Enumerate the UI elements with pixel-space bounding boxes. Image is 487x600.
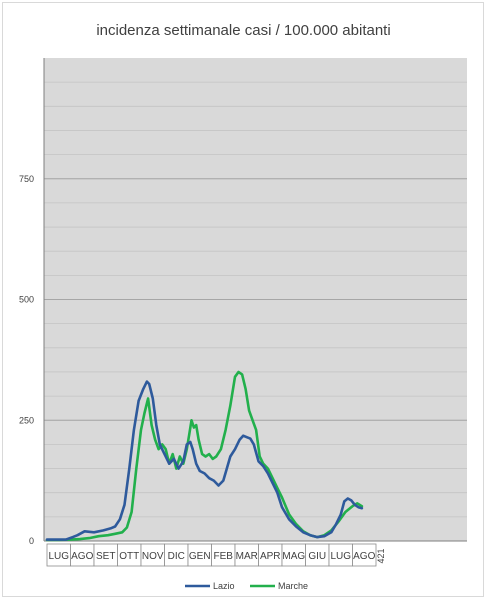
x-tick-label: LUG — [330, 551, 351, 562]
x-tick-label: MAG — [282, 551, 305, 562]
x-tick-label: SET — [96, 551, 115, 562]
x-tick-label: DIC — [168, 551, 185, 562]
x-tick-label: MAR — [236, 551, 258, 562]
x-tick-label: LUG — [48, 551, 69, 562]
series-line-lazio — [45, 380, 364, 541]
y-tick-label: 0 — [29, 536, 34, 546]
y-tick-label: 500 — [19, 295, 34, 305]
series-line-marche — [45, 370, 364, 542]
x-tick-label: GIU — [308, 551, 326, 562]
x-tick-label: NOV — [142, 551, 164, 562]
legend-label-marche: Marche — [278, 581, 308, 591]
last-value-label: 421 — [376, 548, 386, 563]
x-tick-label: GEN — [189, 551, 211, 562]
x-tick-label: AGO — [71, 551, 93, 562]
legend-label-lazio: Lazio — [213, 581, 235, 591]
x-tick-label: FEB — [214, 551, 234, 562]
chart-title: incidenza settimanale casi / 100.000 abi… — [96, 22, 391, 39]
x-tick-label: AGO — [353, 551, 375, 562]
x-tick-label: OTT — [119, 551, 139, 562]
y-tick-label: 750 — [19, 174, 34, 184]
x-tick-label: APR — [260, 551, 281, 562]
y-tick-label: 250 — [19, 415, 34, 425]
x-category-box — [352, 543, 377, 567]
